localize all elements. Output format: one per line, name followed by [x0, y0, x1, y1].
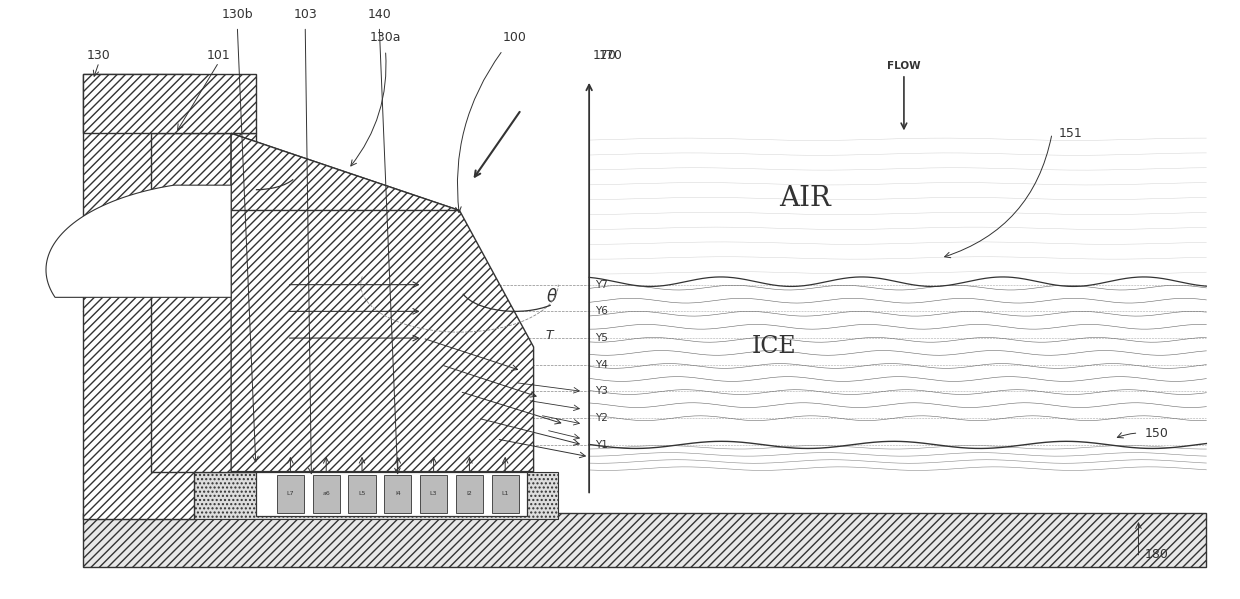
- Polygon shape: [231, 134, 460, 210]
- Text: TIR: TIR: [410, 278, 429, 291]
- Text: Y4: Y4: [595, 360, 608, 370]
- Bar: [384, 474, 412, 513]
- Bar: [420, 474, 448, 513]
- Bar: [456, 474, 482, 513]
- Text: 140: 140: [367, 8, 391, 20]
- Bar: [83, 74, 195, 519]
- Text: Y5: Y5: [595, 333, 608, 343]
- Bar: [277, 474, 304, 513]
- Bar: [83, 74, 255, 134]
- Text: T: T: [546, 329, 553, 341]
- Text: L5: L5: [358, 491, 366, 497]
- Bar: [491, 474, 518, 513]
- Text: a6: a6: [322, 491, 330, 497]
- Text: AIR: AIR: [779, 185, 831, 212]
- Text: 100: 100: [502, 31, 527, 44]
- Bar: [83, 513, 1207, 567]
- Text: 103: 103: [294, 8, 317, 20]
- Bar: [151, 134, 255, 471]
- Text: $\theta$: $\theta$: [546, 288, 558, 305]
- Text: L7: L7: [286, 491, 294, 497]
- Text: 180: 180: [1145, 547, 1168, 561]
- Polygon shape: [231, 134, 533, 471]
- Text: 130: 130: [87, 49, 110, 62]
- Text: 130b: 130b: [222, 8, 253, 20]
- Bar: [312, 474, 340, 513]
- Text: ICE: ICE: [751, 335, 796, 358]
- Text: l2: l2: [466, 491, 472, 497]
- Text: Y7: Y7: [595, 280, 608, 290]
- Text: FLOW: FLOW: [887, 61, 921, 71]
- Text: Y2: Y2: [595, 413, 608, 423]
- Text: 151: 151: [1058, 127, 1083, 140]
- Text: 170: 170: [593, 49, 616, 62]
- Text: 101: 101: [207, 49, 231, 62]
- Text: L3: L3: [430, 491, 438, 497]
- Text: L1: L1: [501, 491, 508, 497]
- Text: Y3: Y3: [595, 386, 608, 397]
- Text: Y6: Y6: [595, 306, 608, 316]
- Text: 150: 150: [1145, 426, 1168, 440]
- Text: $\phi$: $\phi$: [279, 177, 290, 196]
- Text: Y1: Y1: [595, 440, 608, 450]
- Bar: [348, 474, 376, 513]
- Text: 130a: 130a: [370, 31, 402, 44]
- Text: 170: 170: [599, 49, 622, 62]
- Bar: [255, 471, 527, 516]
- Text: l4: l4: [394, 491, 401, 497]
- Bar: [83, 471, 558, 519]
- Polygon shape: [46, 185, 231, 297]
